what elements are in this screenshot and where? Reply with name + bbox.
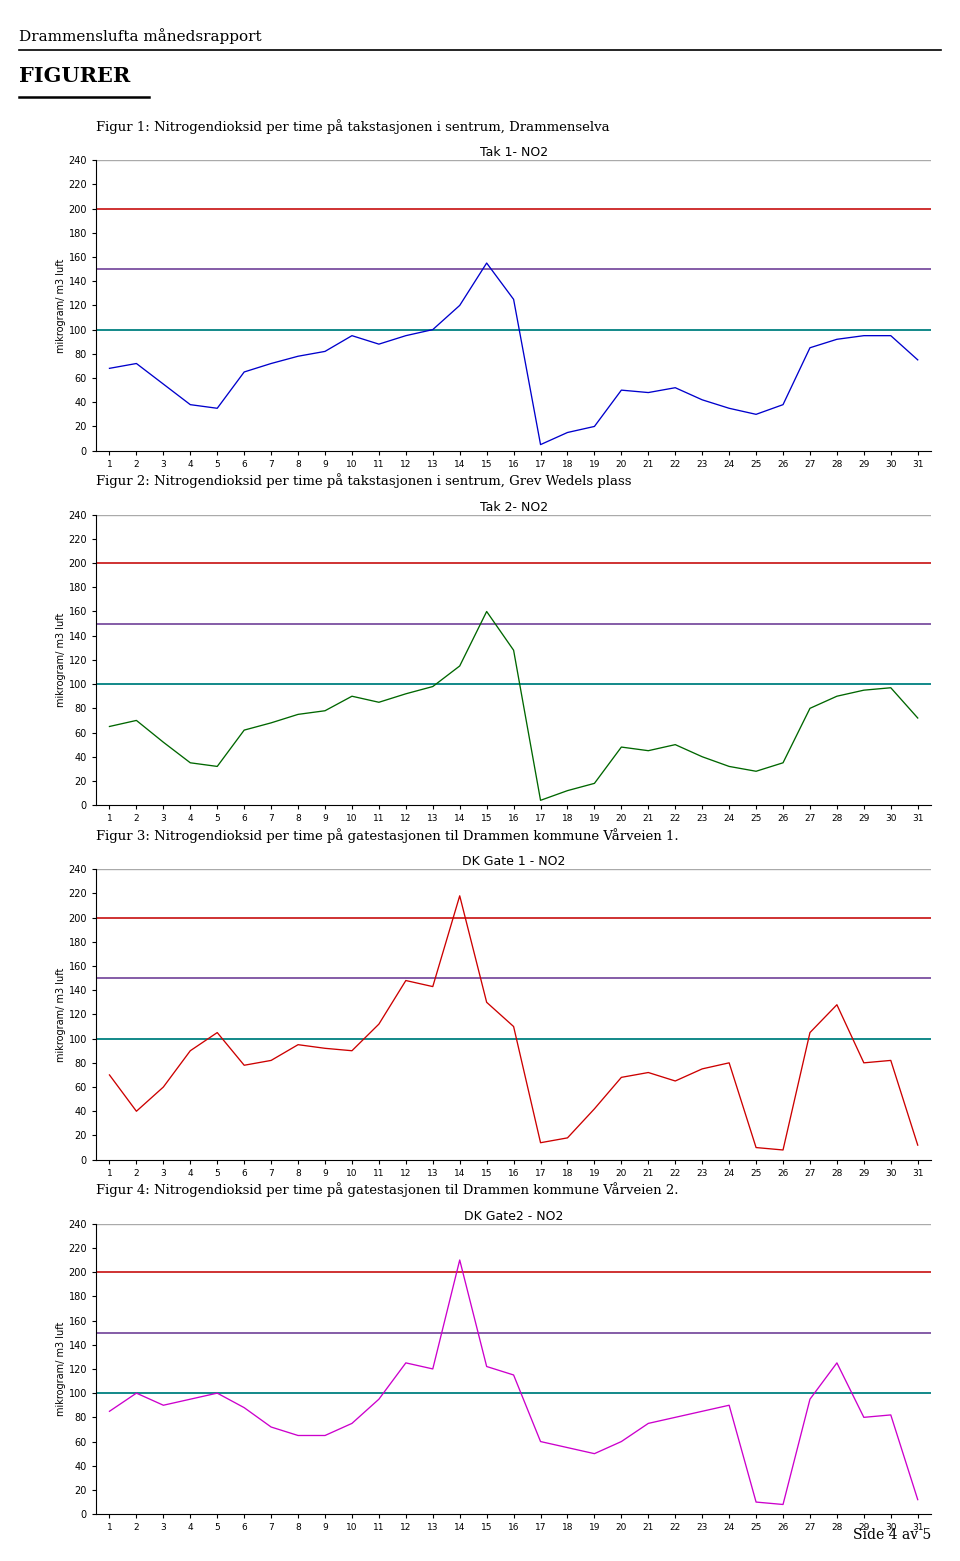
Text: FIGURER: FIGURER	[19, 66, 131, 86]
Text: Drammenslufta månedsrapport: Drammenslufta månedsrapport	[19, 28, 262, 44]
Y-axis label: mikrogram/ m3 luft: mikrogram/ m3 luft	[56, 258, 65, 353]
Text: Figur 1: Nitrogendioksid per time på takstasjonen i sentrum, Drammenselva: Figur 1: Nitrogendioksid per time på tak…	[96, 119, 610, 134]
Title: DK Gate2 - NO2: DK Gate2 - NO2	[464, 1210, 564, 1222]
Text: Figur 3: Nitrogendioksid per time på gatestasjonen til Drammen kommune Vårveien : Figur 3: Nitrogendioksid per time på gat…	[96, 827, 679, 843]
Y-axis label: mikrogram/ m3 luft: mikrogram/ m3 luft	[56, 968, 65, 1061]
Text: Figur 4: Nitrogendioksid per time på gatestasjonen til Drammen kommune Vårveien : Figur 4: Nitrogendioksid per time på gat…	[96, 1182, 679, 1197]
Title: DK Gate 1 - NO2: DK Gate 1 - NO2	[462, 855, 565, 868]
Y-axis label: mikrogram/ m3 luft: mikrogram/ m3 luft	[56, 1322, 65, 1416]
Y-axis label: mikrogram/ m3 luft: mikrogram/ m3 luft	[56, 613, 65, 707]
Title: Tak 1- NO2: Tak 1- NO2	[480, 147, 547, 159]
Title: Tak 2- NO2: Tak 2- NO2	[480, 501, 547, 514]
Text: Figur 2: Nitrogendioksid per time på takstasjonen i sentrum, Grev Wedels plass: Figur 2: Nitrogendioksid per time på tak…	[96, 473, 632, 489]
Text: Side 4 av 5: Side 4 av 5	[852, 1528, 931, 1542]
